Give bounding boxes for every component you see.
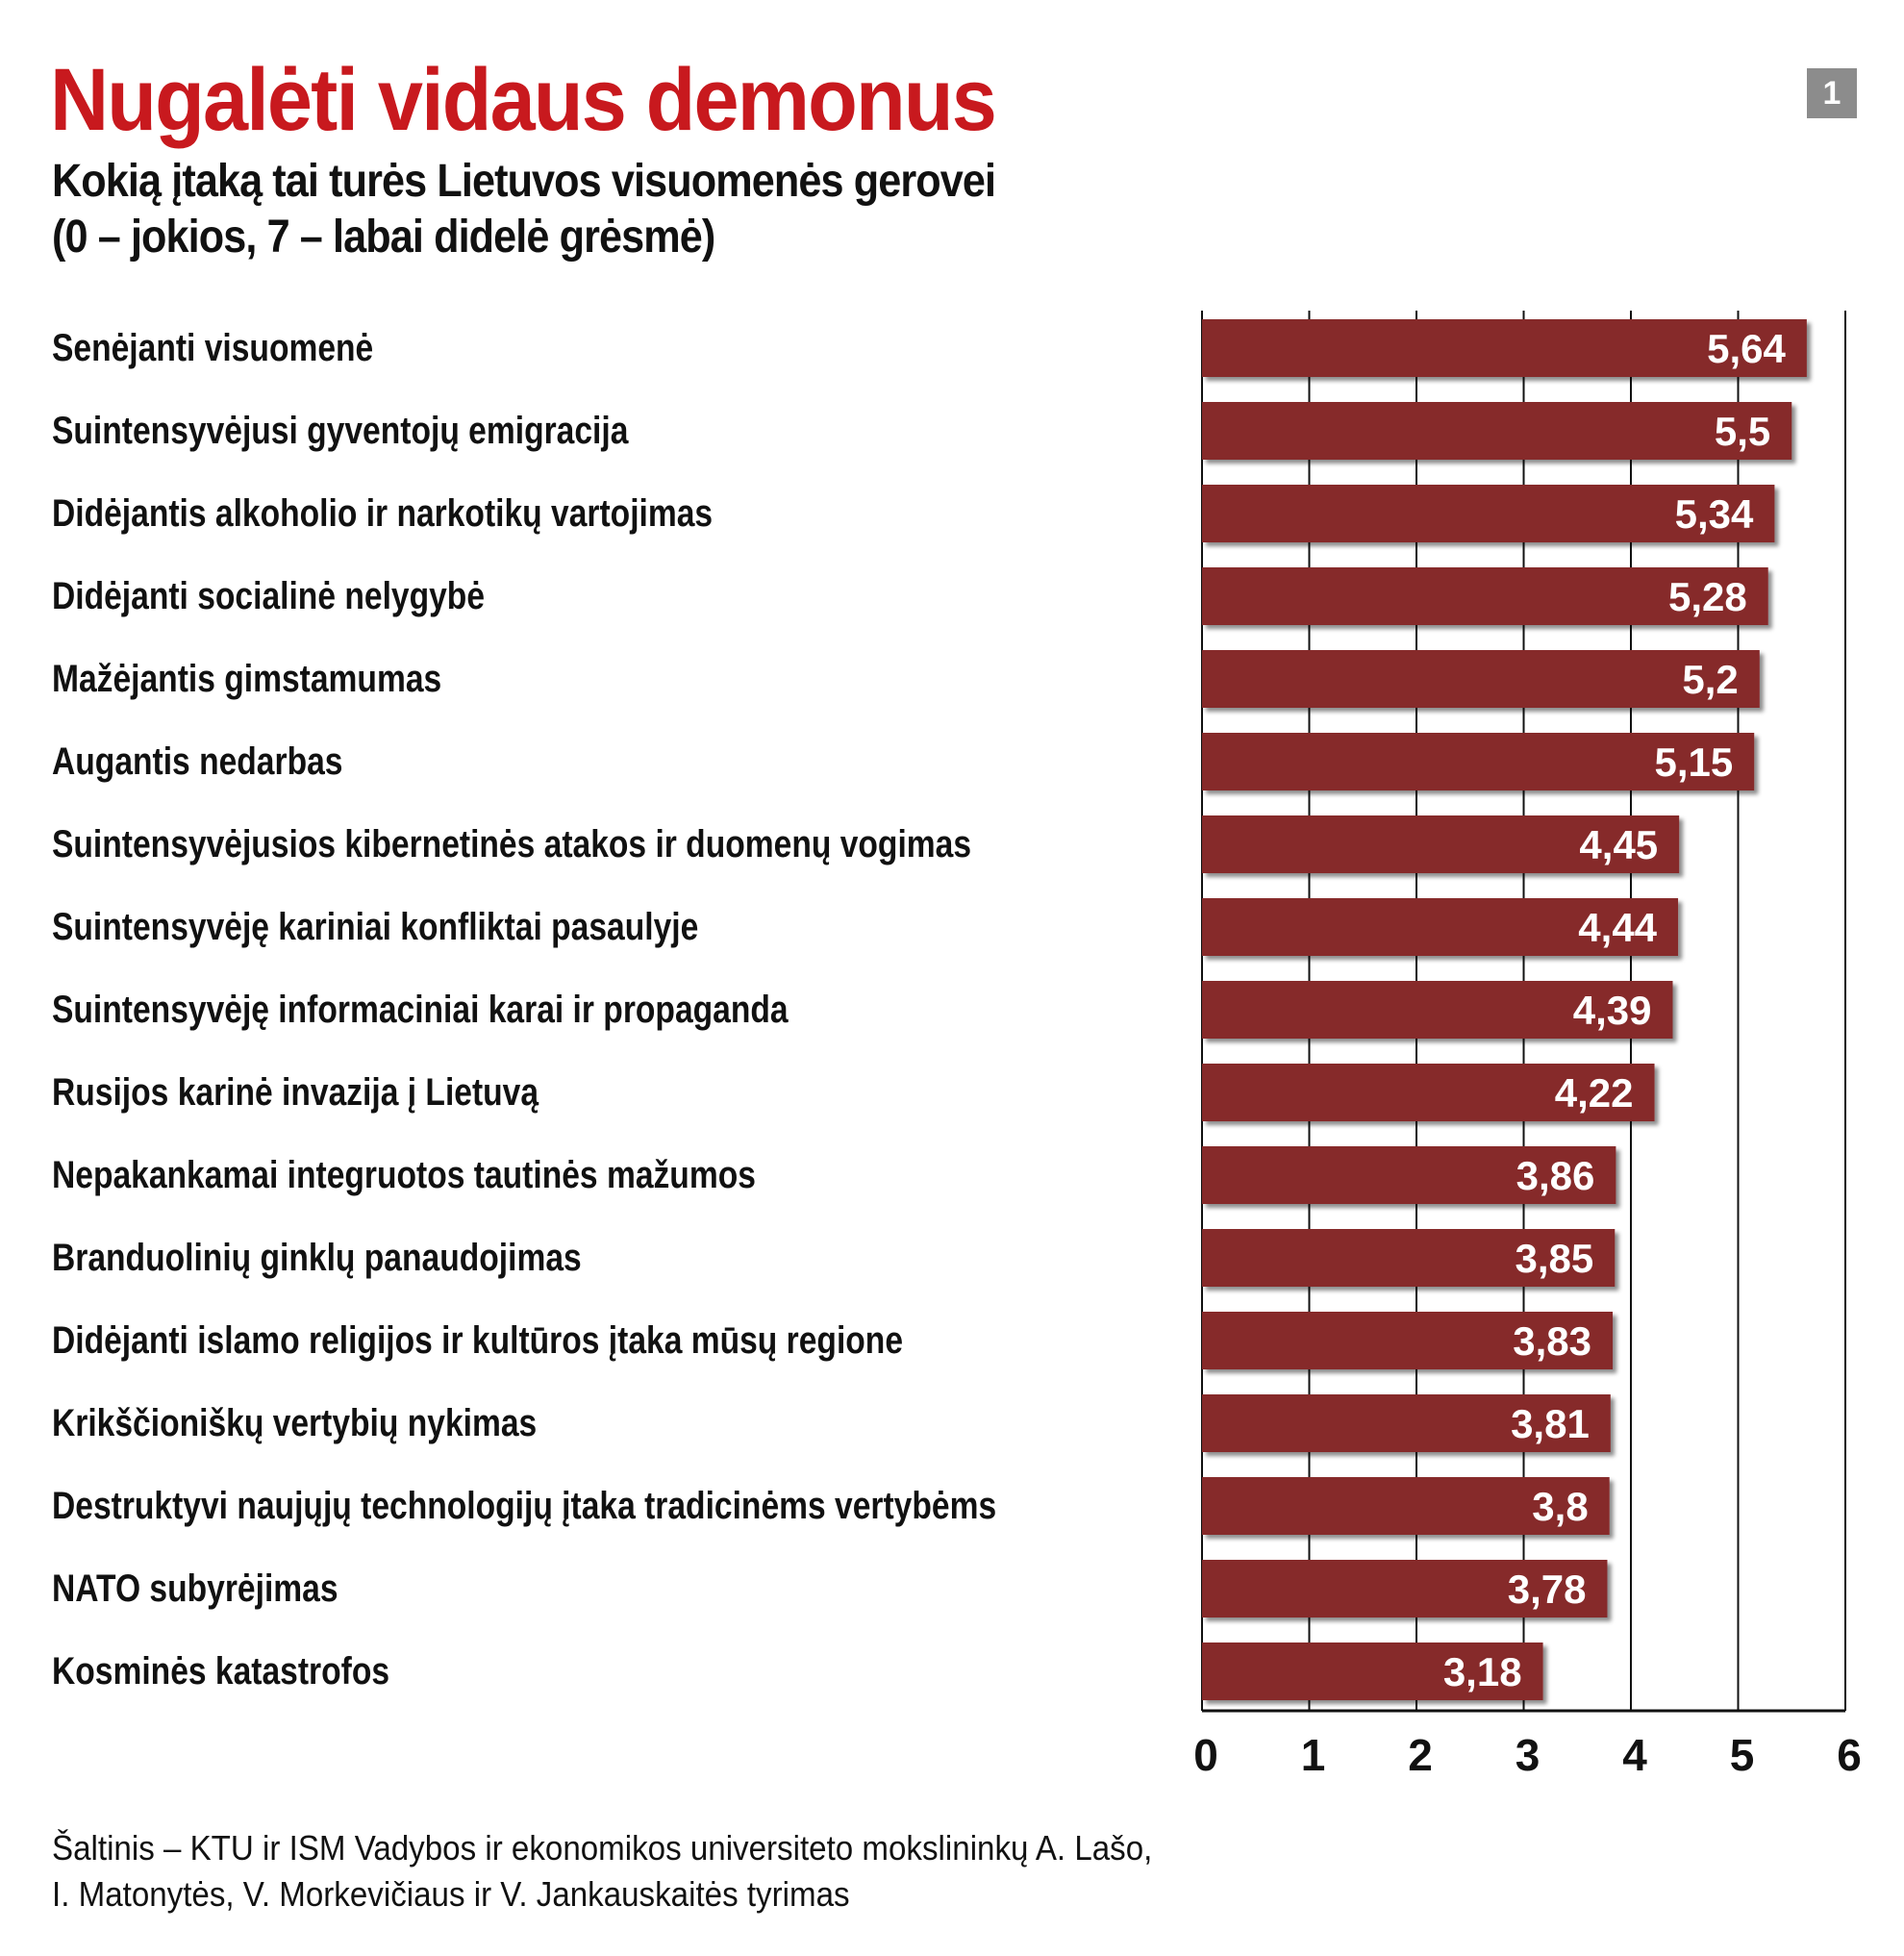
category-label: Nepakankamai integruotos tautinės mažumo… xyxy=(52,1154,756,1196)
x-tick-label: 3 xyxy=(1516,1730,1541,1780)
category-label: Suintensyvėję informaciniai karai ir pro… xyxy=(52,989,789,1031)
category-label: NATO subyrėjimas xyxy=(52,1567,338,1610)
x-tick-label: 1 xyxy=(1301,1730,1326,1780)
category-label: Suintensyvėjusi gyventojų emigracija xyxy=(52,410,629,452)
bar-value-label: 4,44 xyxy=(1578,905,1657,950)
chart-subtitle: Kokią įtaką tai turės Lietuvos visuomenė… xyxy=(52,154,996,265)
bar-value-label: 4,22 xyxy=(1555,1070,1634,1116)
x-tick-label: 2 xyxy=(1408,1730,1433,1780)
category-label: Didėjantis alkoholio ir narkotikų vartoj… xyxy=(52,492,714,535)
bar-value-label: 3,86 xyxy=(1516,1153,1595,1198)
bar xyxy=(1202,402,1792,460)
bar-value-label: 5,64 xyxy=(1707,326,1786,371)
category-label: Krikščioniškų vertybių nykimas xyxy=(52,1402,538,1444)
bar-value-label: 5,2 xyxy=(1682,657,1738,702)
category-label: Rusijos karinė invazija į Lietuvą xyxy=(52,1071,539,1114)
bar-value-label: 3,8 xyxy=(1532,1484,1588,1529)
bar xyxy=(1202,1229,1616,1287)
source-note: Šaltinis – KTU ir ISM Vadybos ir ekonomi… xyxy=(52,1825,1152,1918)
bar xyxy=(1202,1394,1611,1452)
bar-value-label: 4,39 xyxy=(1573,988,1652,1033)
bar xyxy=(1202,319,1807,377)
category-label: Augantis nedarbas xyxy=(52,740,343,783)
bar-value-label: 5,5 xyxy=(1715,409,1770,454)
bar-value-label: 3,85 xyxy=(1516,1236,1594,1281)
bar xyxy=(1202,1643,1543,1700)
x-tick-label: 5 xyxy=(1730,1730,1755,1780)
bar-value-label: 3,18 xyxy=(1443,1649,1522,1694)
bar xyxy=(1202,1312,1614,1369)
bar xyxy=(1202,1560,1608,1617)
category-label: Mažėjantis gimstamumas xyxy=(52,658,442,700)
subtitle-line-1: Kokią įtaką tai turės Lietuvos visuomenė… xyxy=(52,156,996,207)
bar xyxy=(1202,1064,1655,1121)
category-label: Didėjanti islamo religijos ir kultūros į… xyxy=(52,1319,904,1362)
category-label: Suintensyvėjusios kibernetinės atakos ir… xyxy=(52,823,972,865)
category-label: Didėjanti socialinė nelygybė xyxy=(52,575,486,617)
bar-value-label: 3,81 xyxy=(1511,1401,1590,1446)
bar-value-label: 3,78 xyxy=(1508,1567,1587,1612)
x-tick-label: 4 xyxy=(1622,1730,1647,1780)
x-tick-label: 6 xyxy=(1837,1730,1862,1780)
figure-number-badge: 1 xyxy=(1807,68,1857,118)
category-label: Branduolinių ginklų panaudojimas xyxy=(52,1237,582,1279)
category-label: Destruktyvi naujųjų technologijų įtaka t… xyxy=(52,1485,997,1527)
category-label: Kosminės katastrofos xyxy=(52,1650,390,1693)
subtitle-line-2: (0 – jokios, 7 – labai didelė grėsmė) xyxy=(52,212,715,263)
bar xyxy=(1202,1477,1610,1535)
x-tick-label: 0 xyxy=(1193,1730,1218,1780)
bar xyxy=(1202,815,1680,873)
source-line-1: Šaltinis – KTU ir ISM Vadybos ir ekonomi… xyxy=(52,1828,1153,1868)
bar-value-label: 3,83 xyxy=(1513,1318,1591,1364)
category-label: Senėjanti visuomenė xyxy=(52,327,374,369)
bar xyxy=(1202,485,1775,542)
bar-value-label: 5,28 xyxy=(1668,574,1747,619)
bar xyxy=(1202,567,1768,625)
bar xyxy=(1202,1146,1616,1204)
bar-value-label: 4,45 xyxy=(1579,822,1658,867)
bar-value-label: 5,34 xyxy=(1675,491,1754,537)
bar xyxy=(1202,981,1673,1039)
source-line-2: I. Matonytės, V. Morkevičiaus ir V. Jank… xyxy=(52,1874,850,1914)
bar xyxy=(1202,733,1755,790)
category-label: Suintensyvėję kariniai konfliktai pasaul… xyxy=(52,906,699,948)
chart-title: Nugalėti vidaus demonus xyxy=(50,51,997,149)
bar xyxy=(1202,898,1679,956)
bar-value-label: 5,15 xyxy=(1654,740,1733,785)
bar xyxy=(1202,650,1760,708)
